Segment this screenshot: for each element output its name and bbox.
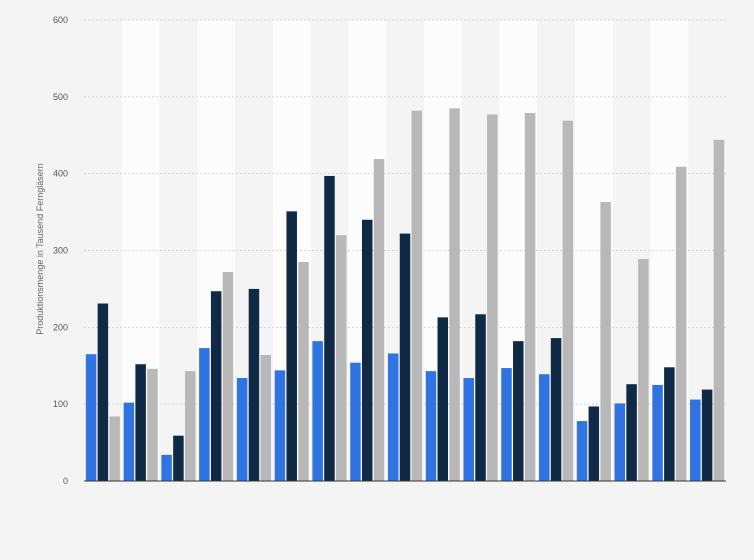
y-tick-label: 500 xyxy=(53,92,68,102)
bar xyxy=(638,258,649,481)
bar xyxy=(161,454,172,481)
y-tick-label: 200 xyxy=(53,322,68,332)
bar xyxy=(147,368,158,481)
y-tick-label: 600 xyxy=(53,15,68,25)
y-tick-label: 0 xyxy=(63,476,68,486)
bar xyxy=(675,166,687,482)
bar xyxy=(109,416,120,481)
bar xyxy=(562,120,574,481)
bar xyxy=(387,353,399,481)
bar xyxy=(614,403,626,481)
y-tick-label: 100 xyxy=(53,399,68,409)
bar xyxy=(350,362,361,481)
y-tick-label: 400 xyxy=(53,169,68,179)
bar xyxy=(411,110,423,481)
bar xyxy=(298,262,309,481)
bar xyxy=(576,421,588,481)
bar xyxy=(248,288,260,481)
bar xyxy=(626,384,637,481)
bar xyxy=(449,108,460,481)
bar xyxy=(539,374,550,481)
y-tick-label: 300 xyxy=(53,246,68,256)
bar xyxy=(652,384,663,481)
bar xyxy=(690,399,701,481)
bar xyxy=(184,371,196,481)
bar xyxy=(85,354,97,481)
bar xyxy=(260,354,271,481)
bar xyxy=(361,219,373,481)
bar xyxy=(437,317,449,481)
y-axis-title: Produktionsmenge in Tausend Ferngläsern xyxy=(35,163,45,334)
y-axis-ticks: 0 100 200 300 400 500 600 xyxy=(53,15,68,486)
bar xyxy=(664,367,675,481)
bar xyxy=(501,368,512,481)
bar xyxy=(399,233,411,481)
bar xyxy=(513,341,524,481)
bar xyxy=(373,159,385,481)
bar xyxy=(135,364,146,481)
bar xyxy=(324,175,335,481)
bar xyxy=(487,114,498,481)
bar xyxy=(463,378,474,481)
bars xyxy=(85,108,725,482)
bar xyxy=(97,303,109,481)
bar xyxy=(713,139,725,482)
bar xyxy=(600,202,611,481)
bar xyxy=(274,370,286,481)
bar xyxy=(199,348,210,481)
bar xyxy=(588,406,600,481)
bar xyxy=(222,272,234,481)
bar xyxy=(701,389,713,481)
bar xyxy=(123,402,135,481)
bar xyxy=(550,338,562,481)
bar xyxy=(312,341,323,481)
bar xyxy=(524,112,536,482)
bar xyxy=(210,291,222,481)
bar xyxy=(236,378,248,481)
bar xyxy=(173,435,184,481)
bar xyxy=(475,314,486,481)
bar xyxy=(336,235,347,481)
bar xyxy=(425,371,437,481)
bar xyxy=(286,211,297,481)
